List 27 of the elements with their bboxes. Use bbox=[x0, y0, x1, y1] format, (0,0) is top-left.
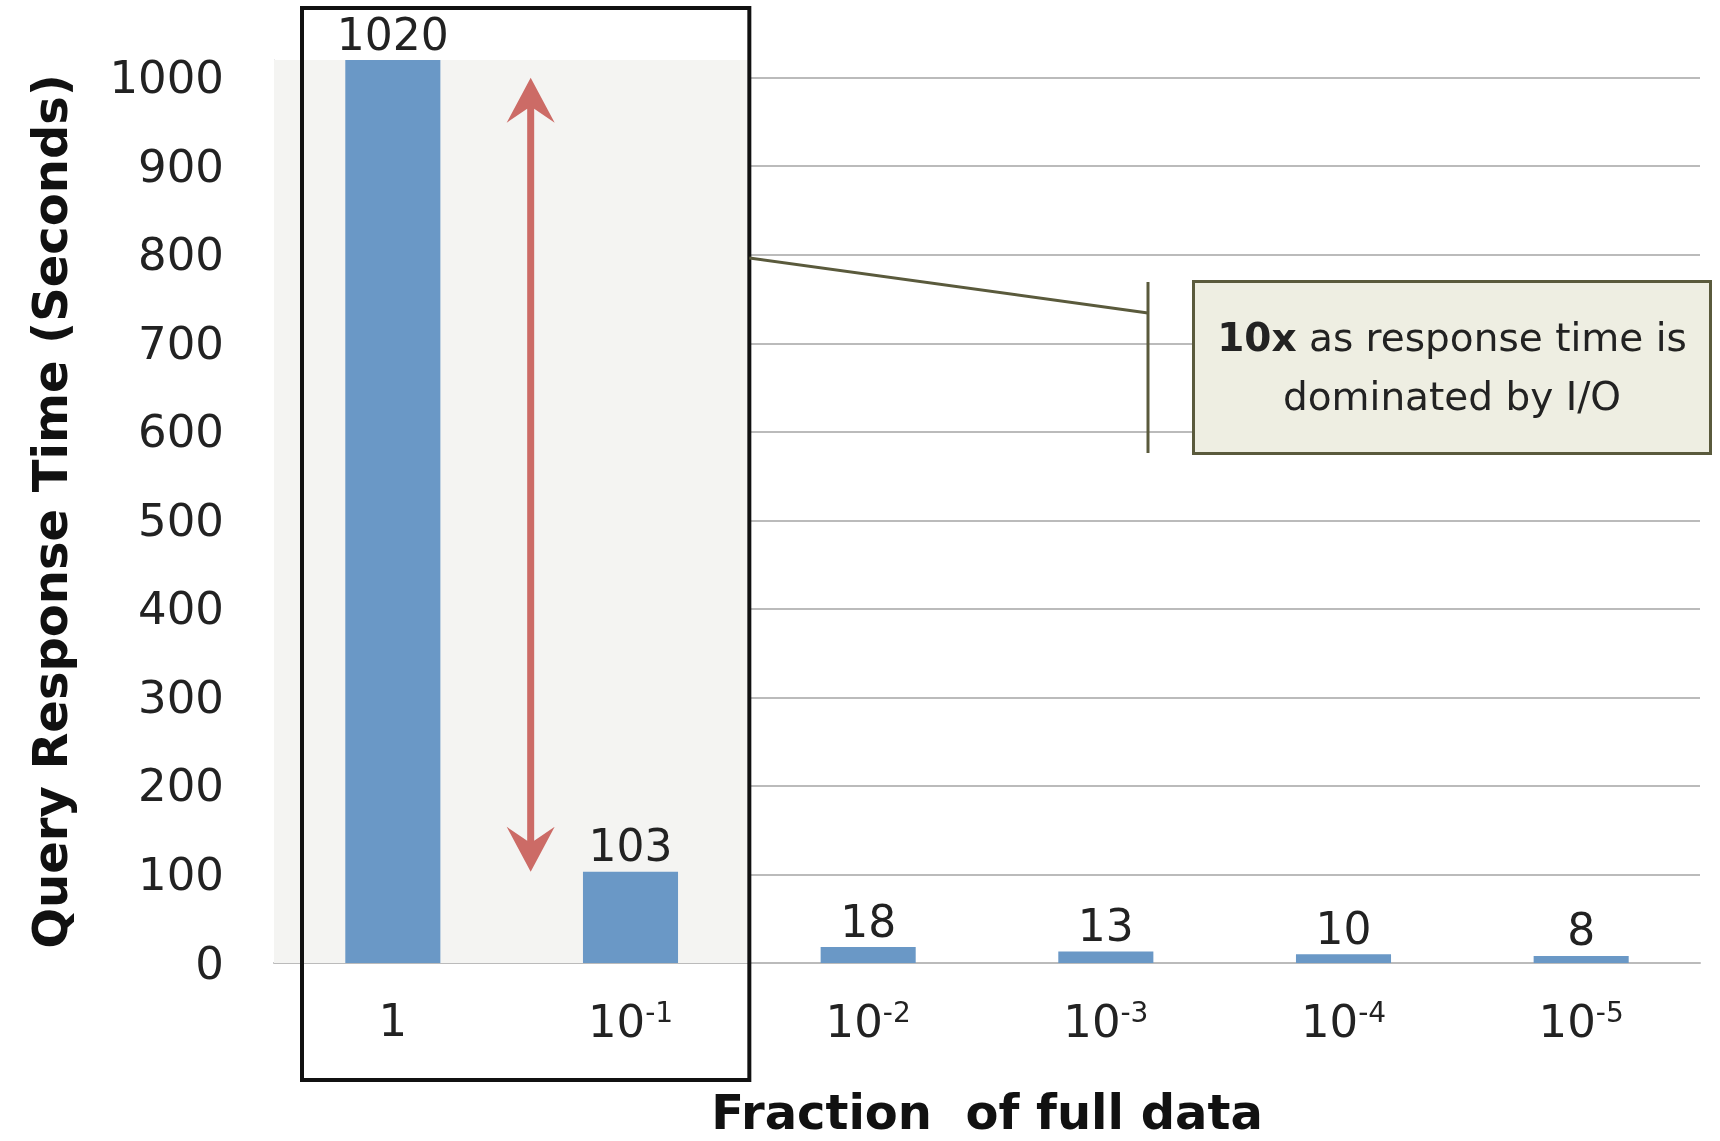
data-label: 103 bbox=[588, 820, 673, 872]
y-tick-label: 100 bbox=[138, 847, 224, 901]
bar bbox=[582, 871, 679, 963]
x-tick-label: 1 bbox=[378, 994, 408, 1047]
bar bbox=[1058, 951, 1154, 963]
y-tick-label: 200 bbox=[138, 759, 224, 813]
bar bbox=[1295, 954, 1392, 963]
bar bbox=[1533, 955, 1629, 963]
y-axis-title: Query Response Time (Seconds) bbox=[22, 74, 78, 949]
y-tick-label: 500 bbox=[138, 493, 224, 547]
y-tick-label: 400 bbox=[138, 582, 224, 636]
data-label: 18 bbox=[840, 895, 897, 947]
y-tick-label: 300 bbox=[138, 670, 224, 724]
y-tick-label: 900 bbox=[138, 139, 224, 193]
x-axis-title: Fraction of full data bbox=[711, 1084, 1263, 1140]
data-label: 8 bbox=[1567, 904, 1596, 956]
bar bbox=[345, 60, 441, 963]
bar bbox=[820, 947, 916, 963]
y-tick-label: 0 bbox=[195, 936, 224, 990]
y-tick-label: 600 bbox=[138, 405, 224, 459]
data-label: 13 bbox=[1077, 899, 1134, 951]
annotation: 10x as response time is dominated by I/O bbox=[1216, 314, 1688, 421]
data-label: 10 bbox=[1315, 902, 1372, 954]
y-tick-label: 700 bbox=[138, 316, 224, 370]
data-label: 1020 bbox=[336, 8, 449, 60]
y-tick-label: 800 bbox=[138, 228, 224, 282]
y-tick-label: 1000 bbox=[109, 51, 224, 105]
